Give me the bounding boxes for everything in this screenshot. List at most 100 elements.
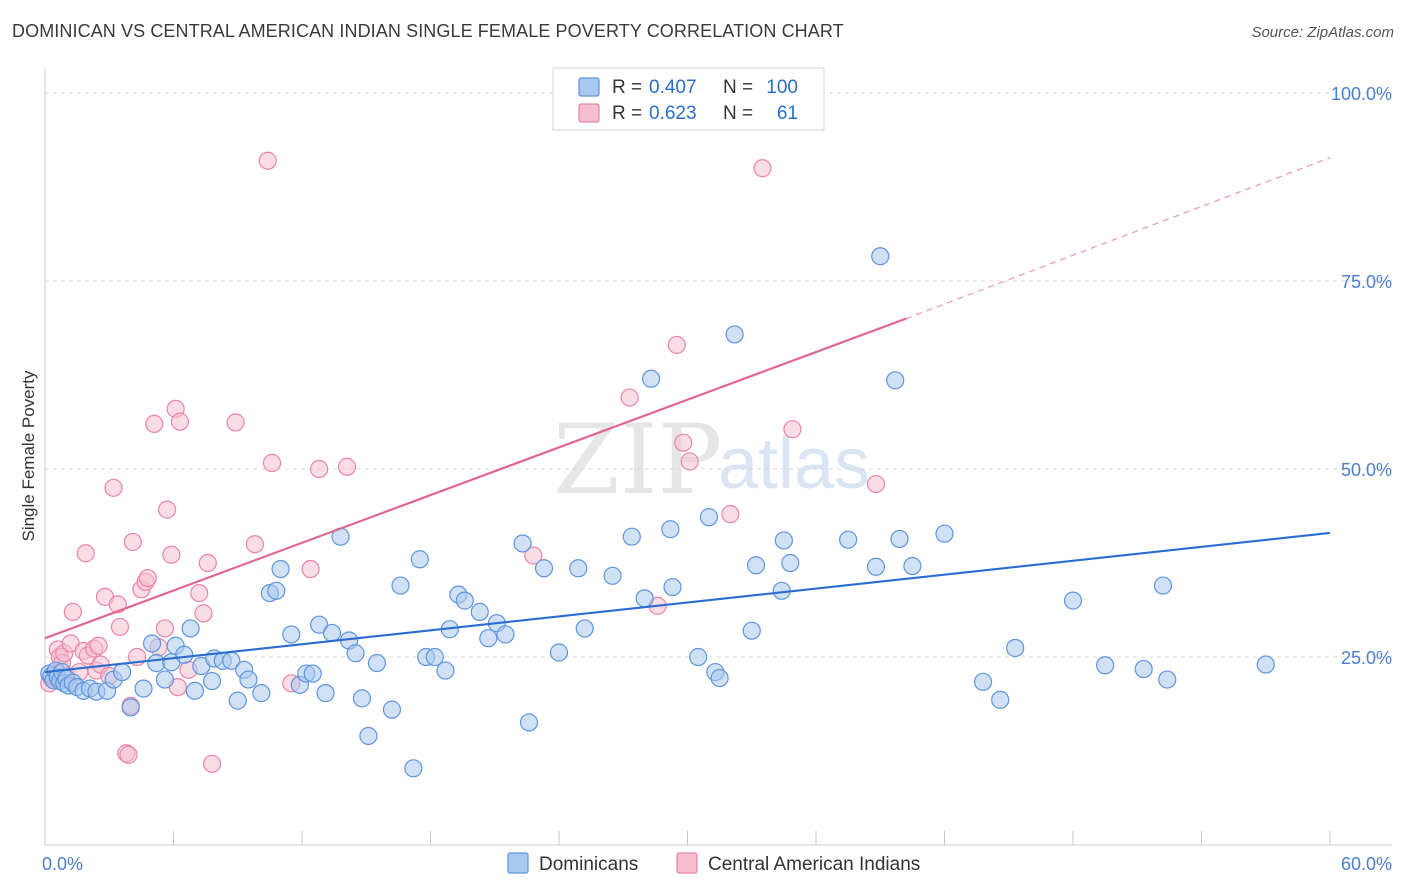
dominican-point [479, 629, 498, 648]
central-american-indian-point [310, 459, 329, 479]
dominican-point [316, 684, 335, 703]
legend-r-label-1: R = [612, 77, 642, 98]
x-tick-label: 60.0% [1341, 854, 1392, 874]
dominican-point [367, 653, 387, 673]
y-tick-label: 25.0% [1341, 648, 1392, 668]
legend-label-dominicans: Dominicans [539, 854, 638, 875]
dominican-point [496, 625, 515, 644]
dominican-point [271, 559, 290, 579]
dominican-point [839, 530, 858, 549]
tick-labels: 25.0% 50.0% 75.0% 100.0% 0.0% 60.0% [42, 84, 1392, 874]
gridlines [45, 92, 1392, 658]
dominican-point [142, 634, 162, 653]
central-american-indian-point [667, 335, 686, 355]
y-axis-title: Single Female Poverty [19, 370, 38, 542]
dominican-point [603, 566, 622, 585]
legend-swatch-central-american-indians-bottom [676, 852, 698, 874]
central-american-indian-point [76, 544, 95, 563]
dominican-point [903, 556, 922, 576]
central-american-indian-point [753, 159, 772, 178]
correlation-legend: R = 0.407 N = 100 R = 0.623 N = 61 [552, 67, 825, 131]
dominican-point [310, 615, 329, 634]
dominican-point [725, 325, 744, 344]
x-tick-label: 0.0% [42, 854, 83, 874]
central-american-indian-point [145, 414, 164, 434]
dominican-point [710, 668, 729, 688]
dominican-point [886, 371, 905, 390]
central-american-indian-point [123, 532, 142, 552]
dominican-point [513, 534, 532, 553]
central-american-indian-point [198, 553, 217, 573]
central-american-indian-point [620, 388, 639, 407]
dominican-point [699, 508, 719, 527]
y-tick-label: 100.0% [1331, 84, 1392, 104]
central-american-indian-point [262, 453, 282, 473]
dominican-point [112, 662, 132, 682]
dominicans-trend-line [44, 531, 1331, 674]
dominican-point [175, 645, 194, 664]
central-american-indian-point [680, 452, 699, 471]
central-american-indians-trend-line [44, 317, 907, 640]
central-american-indian-point [202, 754, 222, 773]
legend-n-value-1: 100 [766, 77, 798, 98]
central-american-indian-point [138, 568, 157, 588]
dominican-point [641, 369, 661, 388]
legend-n-label-2: N = [723, 103, 753, 124]
central-american-indian-point [157, 500, 177, 519]
dominican-point [689, 647, 708, 667]
dominican-point [252, 684, 271, 703]
watermark: ZIP atlas [553, 404, 870, 516]
dominican-point [404, 759, 423, 778]
dominican-point [973, 672, 993, 691]
central-american-indian-point [783, 420, 802, 439]
dominican-point [519, 713, 539, 732]
dominican-point [575, 619, 594, 638]
central-american-indian-point [674, 433, 693, 452]
dominican-point [134, 679, 153, 698]
dominican-point [322, 623, 342, 643]
dominican-point [155, 670, 175, 689]
dominican-point [635, 589, 654, 608]
dominican-point [534, 559, 554, 578]
central-american-indian-point [104, 478, 123, 497]
dominican-point [282, 625, 301, 644]
dominican-point [436, 661, 455, 680]
central-american-indian-point [162, 545, 181, 564]
dominican-point [866, 557, 886, 576]
dominican-point [569, 559, 588, 578]
dominican-point [774, 531, 793, 550]
legend-label-central-american-indians: Central American Indians [708, 854, 920, 875]
dominican-point [1256, 655, 1275, 674]
dominican-point [663, 577, 682, 597]
dominican-point [1158, 670, 1177, 689]
series-dominicans [40, 247, 1275, 778]
legend-swatch-central-american-indians [578, 103, 600, 123]
dominican-point [746, 556, 766, 575]
axes [44, 68, 1392, 846]
central-american-indian-point [63, 602, 82, 621]
dominican-point [121, 698, 140, 717]
dominican-point [1063, 591, 1083, 610]
trend-lines [44, 157, 1331, 674]
central-american-indian-point [337, 457, 357, 476]
dominican-point [1134, 659, 1153, 679]
dominican-point [549, 643, 569, 662]
dominican-point [228, 691, 247, 710]
dominican-point [267, 581, 286, 600]
central-american-indian-point [866, 474, 886, 494]
dominican-point [382, 700, 402, 719]
dominican-point [185, 681, 205, 700]
dominican-point [410, 550, 429, 569]
central-american-indian-point [258, 151, 277, 170]
legend-r-value-1: 0.407 [649, 77, 697, 98]
dominican-point [991, 690, 1010, 709]
series-legend: Dominicans Central American Indians [507, 852, 920, 875]
dominican-point [781, 553, 800, 573]
dominican-point [871, 247, 890, 266]
chart-title: DOMINICAN VS CENTRAL AMERICAN INDIAN SIN… [12, 21, 844, 41]
dominican-point [1006, 638, 1025, 658]
central-american-indian-point [170, 412, 190, 431]
dominican-point [391, 576, 410, 595]
central-american-indian-point [524, 546, 543, 565]
dominican-point [303, 664, 322, 683]
